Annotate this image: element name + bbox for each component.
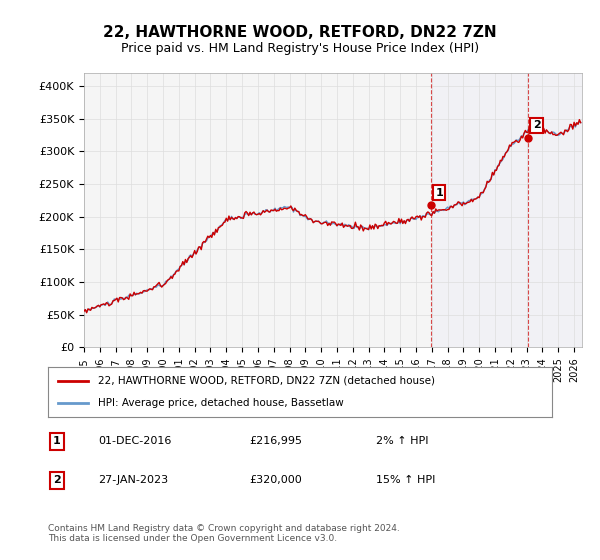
Bar — [431, 73, 582, 347]
Text: Price paid vs. HM Land Registry's House Price Index (HPI): Price paid vs. HM Land Registry's House … — [121, 42, 479, 55]
Text: 22, HAWTHORNE WOOD, RETFORD, DN22 7ZN (detached house): 22, HAWTHORNE WOOD, RETFORD, DN22 7ZN (d… — [98, 376, 436, 386]
Text: 2% ↑ HPI: 2% ↑ HPI — [376, 436, 428, 446]
Text: 22, HAWTHORNE WOOD, RETFORD, DN22 7ZN: 22, HAWTHORNE WOOD, RETFORD, DN22 7ZN — [103, 25, 497, 40]
Text: 2: 2 — [533, 120, 541, 130]
Text: 15% ↑ HPI: 15% ↑ HPI — [376, 475, 435, 486]
Text: HPI: Average price, detached house, Bassetlaw: HPI: Average price, detached house, Bass… — [98, 398, 344, 408]
Text: £320,000: £320,000 — [250, 475, 302, 486]
Text: 01-DEC-2016: 01-DEC-2016 — [98, 436, 172, 446]
Text: Contains HM Land Registry data © Crown copyright and database right 2024.
This d: Contains HM Land Registry data © Crown c… — [48, 524, 400, 543]
Text: 1: 1 — [435, 188, 443, 198]
Text: 2: 2 — [53, 475, 61, 486]
Text: 1: 1 — [53, 436, 61, 446]
Text: £216,995: £216,995 — [250, 436, 302, 446]
Text: 27-JAN-2023: 27-JAN-2023 — [98, 475, 169, 486]
